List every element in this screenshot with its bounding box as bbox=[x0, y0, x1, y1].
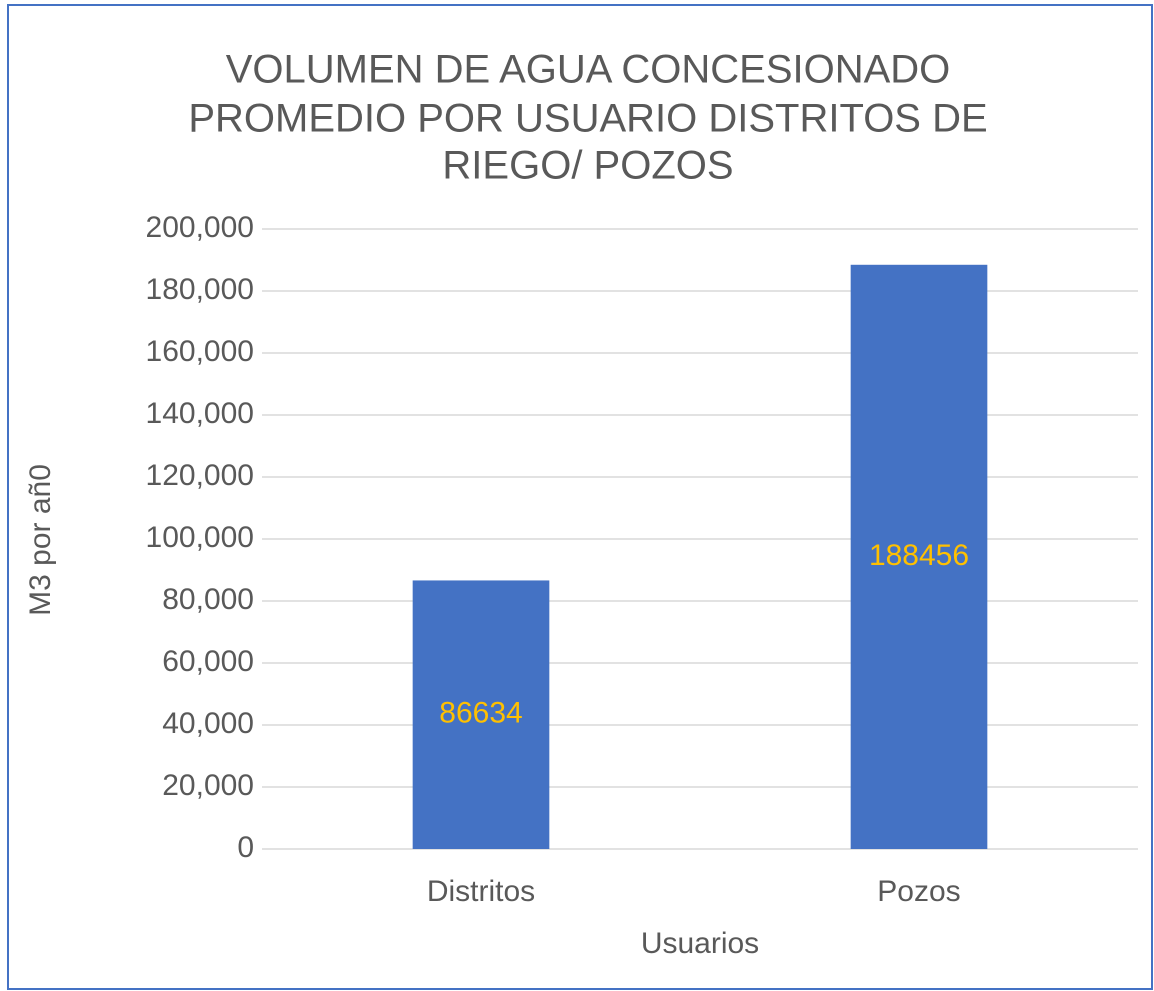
y-axis-title: M3 por añ0 bbox=[24, 464, 57, 616]
data-label: 188456 bbox=[869, 539, 969, 572]
bar bbox=[850, 264, 988, 850]
y-tick-label: 80,000 bbox=[162, 583, 254, 616]
x-tick-label: Pozos bbox=[877, 875, 960, 908]
y-tick-label: 140,000 bbox=[146, 397, 254, 430]
chart-title: VOLUMEN DE AGUA CONCESIONADO bbox=[226, 48, 951, 92]
y-tick-label: 200,000 bbox=[146, 211, 254, 244]
x-axis-title: Usuarios bbox=[641, 927, 759, 960]
y-tick-label: 60,000 bbox=[162, 645, 254, 678]
bar bbox=[412, 580, 550, 849]
y-tick-label: 100,000 bbox=[146, 521, 254, 554]
y-tick-label: 40,000 bbox=[162, 707, 254, 740]
y-tick-label: 180,000 bbox=[146, 273, 254, 306]
data-label: 86634 bbox=[439, 697, 522, 730]
y-tick-label: 160,000 bbox=[146, 335, 254, 368]
y-tick-label: 120,000 bbox=[146, 459, 254, 492]
y-tick-label: 20,000 bbox=[162, 769, 254, 802]
chart-title: PROMEDIO POR USUARIO DISTRITOS DE bbox=[188, 97, 987, 141]
chart-title: RIEGO/ POZOS bbox=[442, 144, 733, 188]
y-tick-label: 0 bbox=[237, 831, 254, 864]
x-tick-label: Distritos bbox=[427, 875, 535, 908]
